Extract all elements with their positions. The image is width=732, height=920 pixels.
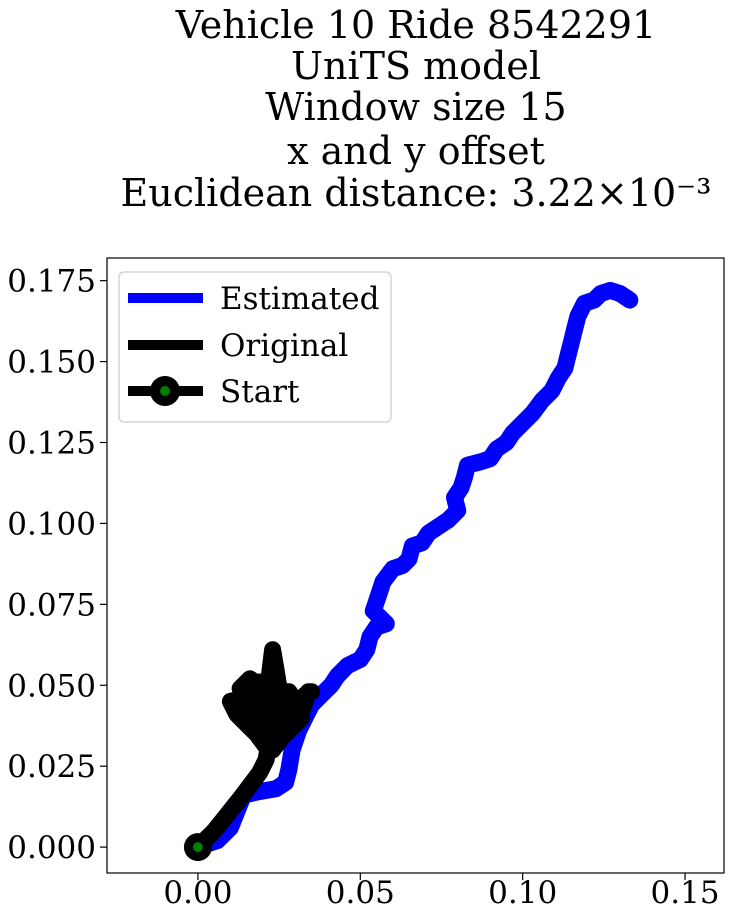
y-tick-label: 0.075 xyxy=(7,587,96,623)
series-layer xyxy=(183,281,639,862)
y-tick-label: 0.150 xyxy=(7,345,96,381)
legend-label: Start xyxy=(220,374,300,410)
legend: Estimated Original Start xyxy=(118,271,392,423)
y-tick-label: 0.025 xyxy=(7,749,96,785)
y-tick-label: 0.050 xyxy=(7,668,96,704)
y-tick-label: 0.100 xyxy=(7,506,96,542)
x-tick-label: 0.05 xyxy=(326,875,395,911)
x-tick-label: 0.10 xyxy=(488,875,557,911)
title-line: UniTS model xyxy=(291,44,541,88)
x-tick-label: 0.00 xyxy=(163,875,232,911)
x-axis: 0.00 0.05 0.10 0.15 xyxy=(163,873,720,911)
title-line: x and y offset xyxy=(287,129,545,173)
legend-label: Estimated xyxy=(220,281,379,317)
y-axis: 0.000 0.025 0.050 0.075 0.100 0.125 0.150 0.175 xyxy=(7,264,107,866)
title-line: Euclidean distance: 3.22×10⁻³ xyxy=(121,171,712,215)
legend-box xyxy=(118,271,392,423)
series-estimated-line xyxy=(189,281,639,856)
x-tick-label: 0.15 xyxy=(651,875,720,911)
legend-label: Original xyxy=(220,328,348,364)
legend-marker-center xyxy=(160,386,170,396)
series-original-line xyxy=(189,641,321,856)
title-line: Window size 15 xyxy=(265,85,566,129)
y-tick-label: 0.175 xyxy=(7,264,96,300)
title-line: Vehicle 10 Ride 8542291 xyxy=(175,3,656,47)
start-marker-center xyxy=(192,842,203,853)
y-tick-label: 0.125 xyxy=(7,426,96,462)
y-tick-label: 0.000 xyxy=(7,830,96,866)
